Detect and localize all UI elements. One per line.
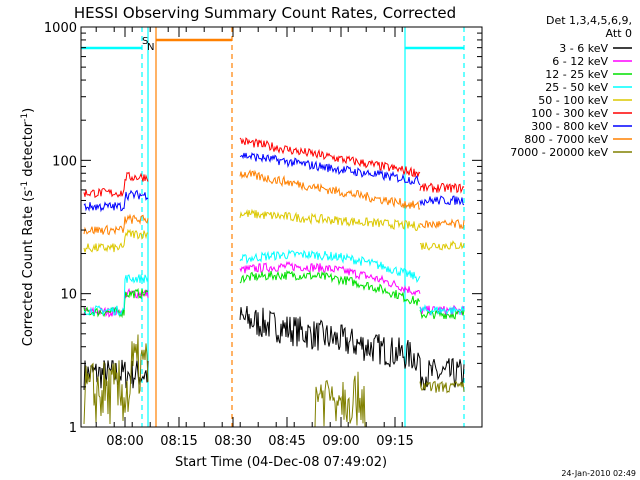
legend-label: 800 - 7000 keV xyxy=(524,133,608,146)
series-line-4-end xyxy=(419,304,465,317)
plot-frame xyxy=(80,26,483,428)
y-axis-label-sup1: -1 xyxy=(20,181,30,190)
series-line-3-post xyxy=(239,269,421,306)
y-axis-label-part1: Corrected Count Rate (s xyxy=(21,190,36,347)
series-line-5-post xyxy=(239,208,421,232)
legend-label: 12 - 25 keV xyxy=(545,68,608,81)
y-tick-label: 10 xyxy=(60,288,77,303)
series-line-1-end xyxy=(419,357,465,391)
legend-label: 7000 - 20000 keV xyxy=(510,146,608,159)
y-axis-label-part2: detector xyxy=(21,121,36,181)
series-line-5-end xyxy=(419,240,465,251)
legend-header-line2: Att 0 xyxy=(606,27,632,40)
y-axis-label: Corrected Count Rate (s-1 detector-1) xyxy=(20,108,36,346)
legend-label: 300 - 800 keV xyxy=(531,120,608,133)
y-axis-label-sup2: -1 xyxy=(20,113,30,122)
legend-label: 25 - 50 keV xyxy=(545,81,608,94)
series-line-6-end xyxy=(419,182,465,194)
x-tick-label: 08:00 xyxy=(106,434,143,449)
series-line-2-post xyxy=(239,260,421,297)
x-axis: 08:00 08:15 08:30 08:45 09:00 09:15 xyxy=(95,27,414,449)
series-line-9-post xyxy=(240,371,420,428)
saa-marker-label: S xyxy=(142,36,148,47)
x-tick-label: 09:00 xyxy=(322,434,359,449)
legend-label: 6 - 12 keV xyxy=(552,55,608,68)
series-line-4-post xyxy=(239,248,421,283)
series-line-7-post xyxy=(239,152,421,186)
legend-header-line1: Det 1,3,4,5,6,9, xyxy=(546,14,632,27)
series-line-1 xyxy=(83,359,149,390)
chart-title: HESSI Observing Summary Count Rates, Cor… xyxy=(74,4,456,22)
series-line-3-end xyxy=(419,308,465,320)
data-layer xyxy=(83,137,465,428)
series-line-1-post xyxy=(239,306,421,371)
y-tick-label: 1000 xyxy=(44,21,77,36)
legend-label: 100 - 300 keV xyxy=(531,107,608,120)
y-tick-label: 1 xyxy=(69,421,77,436)
x-tick-label: 08:15 xyxy=(160,434,197,449)
series-line-6-post xyxy=(239,137,421,178)
x-axis-label: Start Time (04-Dec-08 07:49:02) xyxy=(175,455,387,470)
y-axis-label-part3: ) xyxy=(21,108,36,113)
y-axis: 1 10 100 1000 xyxy=(44,21,482,436)
series-line-7-end xyxy=(419,195,465,207)
series-line-6 xyxy=(83,171,149,199)
night-marker-label: N xyxy=(147,42,154,53)
legend-label: 50 - 100 keV xyxy=(538,94,608,107)
x-tick-label: 08:30 xyxy=(214,434,251,449)
y-tick-label: 100 xyxy=(52,154,77,169)
series-line-8 xyxy=(83,213,149,236)
series-line-4 xyxy=(83,274,149,317)
series-line-5 xyxy=(83,228,149,253)
plot-area: SN xyxy=(81,27,465,427)
series-line-9 xyxy=(83,334,149,424)
legend-label: 3 - 6 keV xyxy=(559,42,608,55)
series-line-7 xyxy=(83,189,149,213)
series-line-8-end xyxy=(419,218,465,229)
x-tick-label: 08:45 xyxy=(268,434,305,449)
series-line-8-post xyxy=(239,169,421,210)
timestamp: 24-Jan-2010 02:49 xyxy=(561,469,636,478)
series-line-9-end xyxy=(419,380,465,394)
x-tick-label: 09:15 xyxy=(376,434,413,449)
